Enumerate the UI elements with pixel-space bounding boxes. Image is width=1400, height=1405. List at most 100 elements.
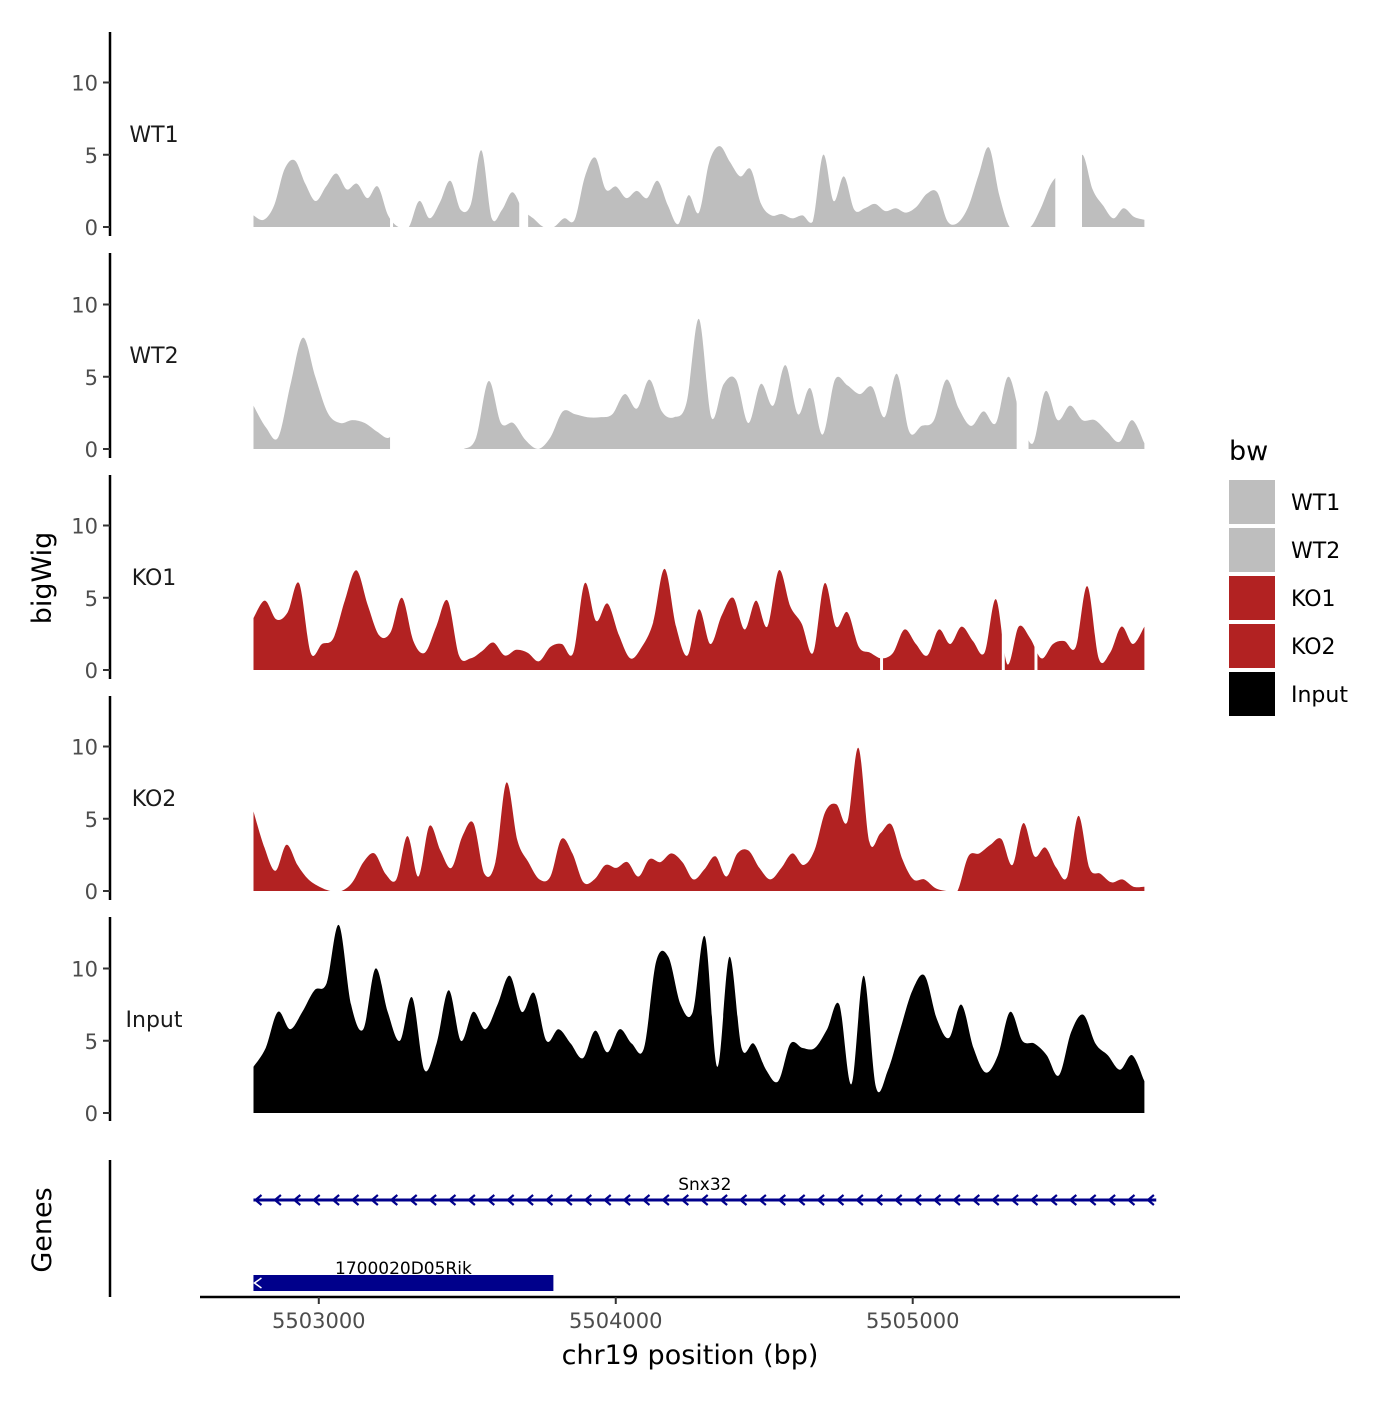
legend-item-input: Input xyxy=(1229,672,1348,716)
strand-arrow xyxy=(370,1194,379,1206)
y-tick-label: 10 xyxy=(71,958,98,982)
strand-arrow xyxy=(622,1194,631,1206)
y-tick-label: 5 xyxy=(85,1030,98,1054)
gene-snx32: Snx32 xyxy=(253,1175,1157,1206)
track-ko2: 0 5 10 KO2 xyxy=(71,696,1145,904)
gene-1700020d05rik: 1700020D05Rik xyxy=(253,1259,554,1291)
legend-swatch xyxy=(1229,480,1275,524)
strand-arrow xyxy=(525,1194,534,1206)
legend-swatch xyxy=(1229,528,1275,572)
legend-item-wt2: WT2 xyxy=(1229,528,1340,572)
coverage-gap xyxy=(1055,32,1082,228)
x-tick-label: 5503000 xyxy=(272,1309,366,1333)
legend-swatch xyxy=(1229,672,1275,716)
strand-arrow xyxy=(467,1194,476,1206)
strand-arrow xyxy=(855,1194,864,1206)
legend-title: bw xyxy=(1229,436,1268,467)
track-label: WT1 xyxy=(129,123,178,148)
strand-arrow xyxy=(583,1194,593,1206)
strand-arrow xyxy=(253,1194,263,1206)
genes-panel: Genes 1700020D05Rik Snx32 xyxy=(27,1160,1157,1297)
strand-arrow xyxy=(350,1194,360,1206)
y-tick-label: 5 xyxy=(85,366,98,390)
coverage-area-input xyxy=(253,924,1145,1113)
track-wt2: 0 5 10 WT2 xyxy=(71,253,1145,462)
y-tick-label: 5 xyxy=(85,144,98,168)
strand-arrow xyxy=(1107,1194,1116,1206)
coverage-gap xyxy=(880,475,884,671)
strand-arrow xyxy=(661,1194,670,1206)
strand-arrow xyxy=(913,1194,922,1206)
y-tick-label: 5 xyxy=(85,808,98,832)
strand-arrow xyxy=(641,1194,651,1206)
coverage-area-ko1 xyxy=(253,568,1145,670)
legend-swatch xyxy=(1229,576,1275,620)
strand-arrow xyxy=(602,1194,612,1206)
legend-label: WT2 xyxy=(1291,539,1340,564)
strand-arrow xyxy=(505,1194,515,1206)
strand-arrow xyxy=(893,1194,903,1206)
legend-swatch xyxy=(1229,624,1275,668)
strand-arrow xyxy=(971,1194,981,1206)
strand-arrow xyxy=(447,1194,457,1206)
legend: bw WT1 WT2 KO1 KO2 Input xyxy=(1229,436,1348,716)
y-tick-label: 0 xyxy=(85,1102,98,1126)
legend-label: KO2 xyxy=(1291,635,1336,660)
strand-arrow xyxy=(835,1194,845,1206)
y-tick-label: 10 xyxy=(71,294,98,318)
y-tick-label: 10 xyxy=(71,515,98,539)
coverage-gap xyxy=(1016,253,1029,450)
gene-exon-block xyxy=(253,1275,554,1291)
coverage-gap xyxy=(1034,475,1038,671)
strand-arrow xyxy=(1049,1194,1058,1206)
legend-item-ko1: KO1 xyxy=(1229,576,1336,620)
strand-arrow xyxy=(758,1194,767,1206)
strand-arrow xyxy=(680,1194,690,1206)
y-tick-label: 10 xyxy=(71,72,98,96)
y-tick-label: 0 xyxy=(85,438,98,462)
legend-item-wt1: WT1 xyxy=(1229,480,1340,524)
strand-arrow xyxy=(777,1194,787,1206)
y-tick-label: 10 xyxy=(71,736,98,760)
track-ko1: 0 5 10 KO1 xyxy=(71,475,1145,683)
x-tick-label: 5504000 xyxy=(569,1309,663,1333)
strand-arrow xyxy=(952,1194,961,1206)
coverage-area-ko2 xyxy=(253,747,1145,891)
x-axis-title: chr19 position (bp) xyxy=(562,1340,819,1371)
strand-arrow xyxy=(874,1194,884,1206)
legend-item-ko2: KO2 xyxy=(1229,624,1336,668)
coverage-area-wt1 xyxy=(253,146,1145,227)
coverage-gap xyxy=(1001,475,1005,671)
tracks-layer: 0 5 10 WT1 0 5 10 WT2 0 5 10 KO1 0 5 10 KO2 0 5 10 Input big… xyxy=(27,32,1145,1126)
strand-arrow xyxy=(1029,1194,1039,1206)
y-tick-label: 0 xyxy=(85,216,98,240)
legend-label: Input xyxy=(1291,683,1348,708)
track-label: KO1 xyxy=(132,566,177,591)
strand-arrow xyxy=(428,1194,437,1206)
genes-axis-title: Genes xyxy=(27,1187,58,1272)
strand-arrow xyxy=(486,1194,496,1206)
track-input: 0 5 10 Input xyxy=(71,917,1145,1126)
legend-label: KO1 xyxy=(1291,587,1336,612)
legend-label: WT1 xyxy=(1291,491,1340,516)
y-tick-label: 0 xyxy=(85,659,98,683)
track-label: Input xyxy=(126,1008,183,1033)
strand-arrow xyxy=(1126,1194,1136,1206)
coverage-gap xyxy=(390,253,450,450)
x-axis: 5503000 5504000 5505000 chr19 position (bp) xyxy=(200,1295,1180,1371)
coverage-gap xyxy=(519,32,529,228)
strand-arrow xyxy=(719,1194,728,1206)
strand-arrow xyxy=(408,1194,418,1206)
gene-label: 1700020D05Rik xyxy=(335,1259,472,1279)
strand-arrow xyxy=(816,1194,825,1206)
strand-arrow xyxy=(738,1194,748,1206)
gene-label: Snx32 xyxy=(678,1175,731,1195)
y-tick-label: 0 xyxy=(85,880,98,904)
track-wt1: 0 5 10 WT1 xyxy=(71,32,1145,240)
x-tick-label: 5505000 xyxy=(866,1309,960,1333)
y-tick-label: 5 xyxy=(85,587,98,611)
strand-arrow xyxy=(253,1277,262,1289)
coverage-gap xyxy=(390,32,394,228)
